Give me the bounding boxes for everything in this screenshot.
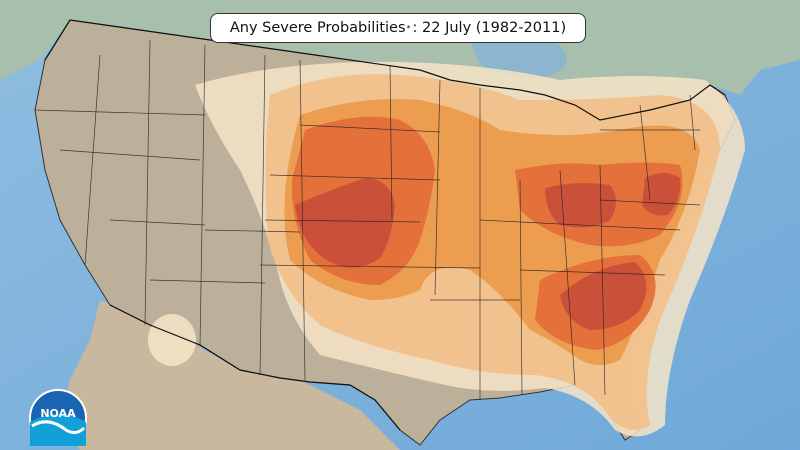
hudson-bay — [470, 36, 567, 79]
noaa-logo-text: NOAA — [40, 407, 76, 420]
title-marker: * — [406, 23, 411, 33]
mexico-landmass — [60, 300, 400, 450]
probability-band-southwest-spot — [148, 314, 196, 366]
probability-band-peak-midatlantic — [642, 173, 681, 216]
title-main: Any Severe Probabilities — [229, 20, 406, 36]
map-title: Any Severe Probabilities * : 22 July (19… — [210, 13, 586, 43]
probability-band-peak-plains — [295, 178, 395, 268]
probability-band-peak-southeast — [560, 262, 647, 330]
title-date: : 22 July (1982-2011) — [412, 20, 567, 36]
us-mexico-border — [109, 304, 401, 431]
noaa-logo-icon: NOAA — [29, 389, 87, 446]
probability-band-peak-ohio — [545, 183, 616, 228]
us-canada-border — [44, 19, 726, 121]
state-borders — [34, 39, 701, 400]
